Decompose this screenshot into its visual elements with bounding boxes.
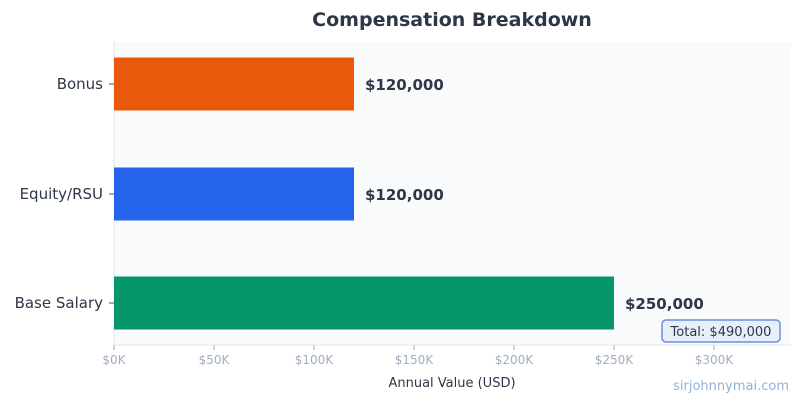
bar-base-salary [114,276,614,330]
x-axis-title: Annual Value (USD) [388,376,515,391]
category-label: Base Salary [15,294,104,312]
x-tick-label: $300K [695,353,735,367]
x-tick-label: $50K [199,353,231,367]
value-label: $120,000 [365,76,444,94]
x-tick-label: $0K [102,353,126,367]
x-tick-label: $200K [495,353,535,367]
bar-equity-rsu [114,167,354,221]
bar-bonus [114,57,354,111]
x-tick-label: $100K [295,353,335,367]
watermark: sirjohnnymai.com [673,379,789,394]
x-ticks-group: $0K $50K $100K $150K $200K $250K $300K [102,345,734,367]
total-annotation: Total: $490,000 [661,319,781,343]
bars-group: Base Salary $250,000 Equity/RSU $120,000 Bon… [15,57,704,330]
x-tick-label: $250K [595,353,635,367]
total-annotation-box [661,319,781,343]
chart-title: Compensation Breakdown [312,9,592,31]
x-tick-label: $150K [395,353,435,367]
value-label: $120,000 [365,186,444,204]
category-label: Bonus [57,75,103,93]
value-label: $250,000 [625,295,704,313]
total-annotation-text: Total: $490,000 [670,325,772,340]
category-label: Equity/RSU [20,185,103,203]
